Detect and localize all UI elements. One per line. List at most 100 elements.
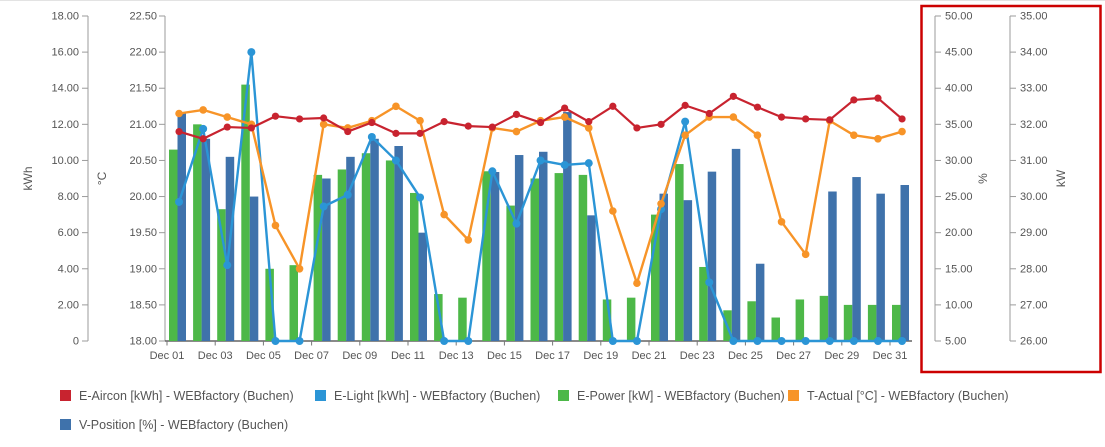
e-light-point[interactable]	[512, 219, 521, 228]
t-actual-point[interactable]	[898, 127, 906, 136]
e-light-point[interactable]	[319, 202, 328, 211]
e-power-bar[interactable]	[819, 295, 829, 341]
e-aircon-point[interactable]	[320, 114, 328, 122]
t-actual-point[interactable]	[560, 113, 569, 121]
e-aircon-point[interactable]	[753, 103, 762, 111]
v-position-bar[interactable]	[322, 178, 331, 342]
e-light-point[interactable]	[488, 167, 497, 176]
e-power-bar[interactable]	[313, 174, 323, 341]
v-position-bar[interactable]	[683, 200, 693, 341]
v-position-bar[interactable]	[201, 138, 211, 341]
t-actual-point[interactable]	[416, 116, 424, 125]
v-position-bar[interactable]	[659, 193, 669, 341]
e-power-bar[interactable]	[771, 317, 781, 341]
t-actual-point[interactable]	[729, 113, 738, 121]
v-position-bar[interactable]	[539, 151, 548, 341]
e-power-bar[interactable]	[626, 297, 636, 341]
e-aircon-point[interactable]	[392, 129, 400, 137]
e-aircon-point[interactable]	[199, 135, 207, 143]
e-power-bar[interactable]	[651, 214, 660, 341]
e-light-point[interactable]	[849, 337, 858, 345]
e-light-point[interactable]	[801, 337, 810, 345]
e-aircon-point[interactable]	[874, 94, 882, 102]
e-aircon-point[interactable]	[488, 123, 496, 131]
v-position-bar[interactable]	[852, 177, 861, 341]
legend-item-e-aircon[interactable]: E-Aircon [kWh] - WEBfactory (Buchen)	[60, 388, 294, 403]
e-power-bar[interactable]	[482, 171, 491, 341]
e-aircon-point[interactable]	[633, 124, 641, 132]
t-actual-point[interactable]	[777, 218, 786, 226]
e-aircon-point[interactable]	[295, 115, 304, 123]
t-actual-point[interactable]	[753, 131, 762, 139]
e-power-bar[interactable]	[795, 299, 805, 341]
e-light-point[interactable]	[873, 337, 882, 345]
v-position-bar[interactable]	[346, 156, 355, 341]
e-light-point[interactable]	[608, 337, 617, 345]
e-aircon-point[interactable]	[585, 118, 593, 126]
e-aircon-point[interactable]	[271, 112, 280, 120]
e-light-point[interactable]	[729, 337, 738, 345]
e-aircon-point[interactable]	[705, 109, 713, 118]
e-light-point[interactable]	[367, 132, 376, 141]
e-power-bar[interactable]	[193, 124, 202, 341]
t-actual-point[interactable]	[295, 264, 304, 273]
e-power-bar[interactable]	[217, 209, 226, 341]
t-actual-point[interactable]	[801, 250, 810, 259]
t-actual-point[interactable]	[657, 199, 665, 208]
e-power-bar[interactable]	[265, 268, 274, 341]
t-actual-point[interactable]	[271, 221, 280, 230]
t-actual-point[interactable]	[319, 120, 328, 129]
t-actual-point[interactable]	[681, 131, 689, 139]
t-actual-point[interactable]	[609, 207, 617, 215]
e-light-point[interactable]	[753, 337, 762, 345]
v-position-bar[interactable]	[394, 146, 403, 341]
t-actual-point[interactable]	[850, 131, 858, 139]
e-aircon-point[interactable]	[175, 127, 183, 136]
e-power-bar[interactable]	[385, 160, 395, 341]
e-light-point[interactable]	[632, 337, 641, 345]
t-actual-point[interactable]	[199, 106, 207, 114]
e-aircon-point[interactable]	[777, 113, 786, 121]
e-aircon-point[interactable]	[729, 92, 737, 100]
t-actual-point[interactable]	[440, 210, 448, 219]
e-light-point[interactable]	[271, 337, 280, 345]
v-position-bar[interactable]	[900, 185, 910, 341]
e-power-bar[interactable]	[289, 265, 299, 341]
e-power-bar[interactable]	[554, 173, 564, 341]
e-aircon-point[interactable]	[826, 116, 834, 124]
e-power-bar[interactable]	[458, 297, 467, 341]
t-actual-point[interactable]	[512, 127, 521, 136]
v-position-bar[interactable]	[731, 148, 741, 341]
legend-item-t-actual[interactable]: T-Actual [°C] - WEBfactory (Buchen)	[788, 388, 1009, 403]
v-position-bar[interactable]	[755, 263, 765, 341]
t-actual-point[interactable]	[175, 109, 183, 118]
e-power-bar[interactable]	[892, 304, 901, 341]
e-aircon-point[interactable]	[561, 104, 569, 112]
t-actual-point[interactable]	[584, 124, 593, 132]
e-light-point[interactable]	[391, 156, 400, 165]
t-actual-point[interactable]	[464, 236, 473, 244]
e-power-bar[interactable]	[410, 192, 419, 341]
e-light-point[interactable]	[777, 337, 786, 345]
e-aircon-point[interactable]	[802, 115, 810, 123]
t-actual-point[interactable]	[633, 279, 641, 288]
e-aircon-point[interactable]	[609, 102, 617, 110]
e-light-point[interactable]	[199, 124, 208, 133]
v-position-bar[interactable]	[514, 155, 524, 341]
e-power-bar[interactable]	[361, 153, 371, 341]
e-light-point[interactable]	[681, 117, 690, 126]
e-light-point[interactable]	[247, 48, 256, 57]
t-actual-point[interactable]	[223, 113, 232, 121]
v-position-bar[interactable]	[177, 113, 187, 342]
v-position-bar[interactable]	[418, 232, 428, 341]
e-aircon-point[interactable]	[898, 115, 906, 123]
e-light-point[interactable]	[416, 193, 425, 202]
t-actual-point[interactable]	[392, 102, 400, 111]
legend-item-e-light[interactable]: E-Light [kWh] - WEBfactory (Buchen)	[315, 388, 540, 403]
e-power-bar[interactable]	[169, 149, 178, 341]
e-power-bar[interactable]	[747, 301, 756, 341]
e-power-bar[interactable]	[675, 164, 684, 341]
e-aircon-point[interactable]	[681, 101, 689, 109]
legend-item-v-position[interactable]: V-Position [%] - WEBfactory (Buchen)	[60, 417, 288, 432]
e-power-bar[interactable]	[530, 178, 540, 342]
